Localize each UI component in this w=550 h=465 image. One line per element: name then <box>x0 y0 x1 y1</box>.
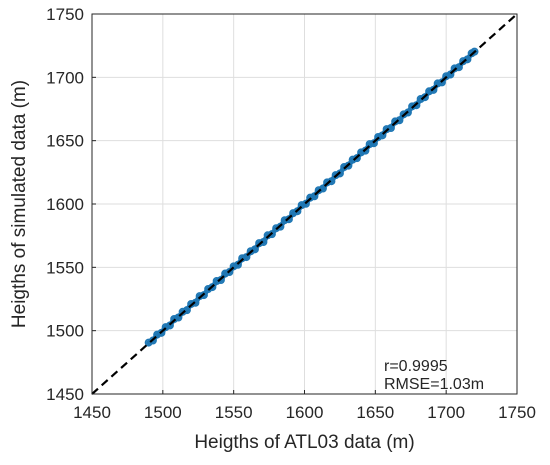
data-point <box>352 154 361 163</box>
data-point <box>301 199 310 208</box>
data-point <box>221 269 230 278</box>
rmse-annotation: RMSE=1.03m <box>384 376 484 393</box>
x-tick-label: 1550 <box>215 403 253 422</box>
data-point <box>369 139 378 148</box>
data-point <box>450 64 459 73</box>
correlation-annotation: r=0.9995 <box>384 358 448 375</box>
data-point <box>170 315 179 324</box>
data-point <box>425 87 434 96</box>
data-point <box>412 101 421 110</box>
data-point <box>238 254 247 263</box>
data-point <box>157 328 166 337</box>
data-point <box>199 291 208 300</box>
data-point <box>289 209 298 218</box>
data-point <box>153 330 162 339</box>
data-point <box>470 47 479 56</box>
data-point <box>276 222 285 231</box>
data-point <box>310 192 319 201</box>
data-point <box>331 171 340 180</box>
data-point <box>242 253 251 262</box>
data-point <box>208 283 217 292</box>
y-tick-label: 1700 <box>46 68 84 87</box>
y-tick-label: 1500 <box>46 322 84 341</box>
data-point <box>348 155 357 164</box>
data-point <box>272 224 281 233</box>
data-point <box>178 307 187 316</box>
data-point <box>416 94 425 103</box>
data-point <box>433 79 442 88</box>
data-point <box>229 262 238 271</box>
data-point <box>246 247 255 256</box>
data-point <box>225 268 234 277</box>
x-tick-label: 1450 <box>73 403 111 422</box>
data-point <box>259 238 268 247</box>
data-point <box>365 140 374 149</box>
data-point <box>382 125 391 134</box>
x-axis-label: Heigths of ATL03 data (m) <box>194 432 414 453</box>
data-point <box>182 306 191 315</box>
y-tick-label: 1750 <box>46 5 84 24</box>
data-point <box>344 161 353 170</box>
data-point <box>374 132 383 141</box>
data-point <box>204 284 213 293</box>
data-point <box>318 184 327 193</box>
x-tick-label: 1600 <box>286 403 324 422</box>
data-point <box>459 57 468 66</box>
x-axis-ticks: 1450 1500 1550 1600 1650 1700 1750 <box>73 390 536 422</box>
data-point <box>335 169 344 178</box>
y-tick-label: 1550 <box>46 258 84 277</box>
y-axis-ticks: 1450 1500 1550 1600 1650 1700 1750 <box>46 5 96 404</box>
data-point <box>454 63 463 72</box>
y-axis-label: Heigths of simulated data (m) <box>9 80 30 328</box>
data-point <box>250 245 259 254</box>
data-point <box>216 275 225 284</box>
data-point <box>395 116 404 125</box>
data-point <box>267 230 276 239</box>
data-point <box>161 323 170 332</box>
data-point <box>403 108 412 117</box>
data-point <box>174 313 183 322</box>
data-point <box>399 110 408 119</box>
data-point <box>361 146 370 155</box>
data-point <box>144 338 153 347</box>
data-point <box>463 55 472 64</box>
data-point <box>314 186 323 195</box>
data-point <box>148 336 157 345</box>
data-point <box>446 70 455 79</box>
data-point <box>420 93 429 102</box>
y-tick-label: 1450 <box>46 385 84 404</box>
data-point <box>293 207 302 216</box>
data-point <box>437 78 446 87</box>
x-tick-label: 1700 <box>427 403 465 422</box>
data-point <box>442 72 451 81</box>
data-point <box>165 321 174 330</box>
data-point <box>429 85 438 94</box>
data-point <box>327 177 336 186</box>
x-tick-label: 1750 <box>498 403 536 422</box>
y-tick-label: 1600 <box>46 195 84 214</box>
data-point <box>297 201 306 210</box>
reference-line <box>91 13 518 395</box>
x-tick-label: 1500 <box>144 403 182 422</box>
data-point <box>233 260 242 269</box>
data-point <box>378 131 387 140</box>
data-point <box>284 215 293 224</box>
data-point <box>191 298 200 307</box>
x-tick-label: 1650 <box>356 403 394 422</box>
data-point <box>386 124 395 133</box>
data-point <box>306 193 315 202</box>
data-point <box>357 148 366 157</box>
y-tick-label: 1650 <box>46 132 84 151</box>
